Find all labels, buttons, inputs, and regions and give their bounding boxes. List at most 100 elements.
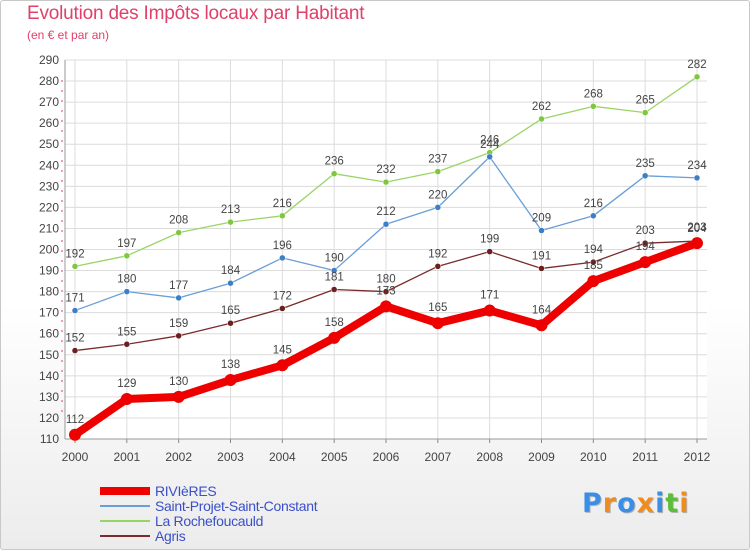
y-tick-label: 190 (39, 264, 59, 278)
data-label-saint-projet-saint-constant: 244 (480, 139, 500, 151)
y-tick-label: 290 (39, 53, 59, 67)
data-label-rivi-res: 171 (480, 290, 499, 302)
x-tick-label: 2001 (113, 450, 140, 464)
data-label-agris: 199 (480, 234, 499, 246)
data-point-agris (382, 288, 390, 295)
legend-swatch-la-rochefoucauld (100, 520, 150, 522)
data-point-rivi-res (172, 390, 185, 403)
data-label-saint-projet-saint-constant: 184 (221, 265, 241, 277)
data-point-agris (434, 263, 442, 270)
data-label-agris: 203 (636, 225, 655, 237)
y-tick-label: 180 (39, 285, 59, 299)
data-label-agris: 192 (428, 248, 447, 260)
legend-swatch-saint-projet (100, 505, 150, 507)
data-point-saint-projet-saint-constant (434, 204, 442, 211)
data-label-rivi-res: 194 (636, 241, 656, 253)
logo-letter-2: o (617, 488, 637, 519)
data-point-la-rochefoucauld (123, 252, 131, 260)
data-point-la-rochefoucauld (71, 263, 79, 270)
data-point-agris (279, 305, 286, 312)
data-label-saint-projet-saint-constant: 180 (117, 274, 136, 286)
y-tick-label: 280 (39, 74, 59, 88)
data-label-agris: 172 (273, 290, 292, 302)
logo-letter-0: P (582, 488, 603, 519)
data-label-la-rochefoucauld: 262 (532, 101, 551, 113)
x-tick-label: 2011 (632, 450, 658, 464)
y-tick-label: 110 (40, 432, 59, 446)
data-label-la-rochefoucauld: 236 (325, 156, 344, 168)
data-point-saint-projet-saint-constant (175, 294, 182, 302)
y-tick-label: 170 (39, 306, 59, 320)
data-label-rivi-res: 138 (221, 359, 240, 371)
data-label-la-rochefoucauld: 197 (117, 238, 136, 250)
data-label-agris: 181 (325, 272, 344, 284)
legend-label-saint-projet: Saint-Projet-Saint-Constant (155, 498, 318, 514)
x-tick-label: 2003 (217, 450, 244, 464)
data-label-saint-projet-saint-constant: 177 (169, 280, 188, 292)
data-label-agris: 155 (117, 326, 136, 338)
data-point-la-rochefoucauld (641, 109, 649, 116)
x-tick-label: 2009 (528, 450, 555, 464)
data-label-la-rochefoucauld: 246 (480, 135, 499, 147)
data-label-rivi-res: 158 (325, 317, 344, 329)
legend-label-la-rochefoucauld: La Rochefoucauld (155, 513, 264, 529)
data-point-saint-projet-saint-constant (382, 220, 390, 228)
y-tick-label: 250 (39, 137, 59, 151)
data-point-la-rochefoucauld (538, 115, 545, 123)
data-point-agris (330, 286, 338, 293)
data-point-rivi-res (587, 275, 600, 288)
data-point-la-rochefoucauld (330, 170, 338, 177)
logo-letter-3: x (636, 488, 656, 519)
data-label-rivi-res: 173 (376, 285, 395, 297)
data-point-saint-projet-saint-constant (279, 254, 286, 262)
data-point-la-rochefoucauld (279, 212, 286, 220)
data-label-la-rochefoucauld: 232 (376, 164, 395, 176)
data-point-saint-projet-saint-constant (71, 307, 79, 314)
data-point-saint-projet-saint-constant (538, 227, 545, 234)
proxiti-logo: Proxiti (582, 488, 690, 519)
data-point-la-rochefoucauld (175, 229, 182, 236)
data-point-saint-projet-saint-constant (641, 172, 649, 180)
data-label-saint-projet-saint-constant: 234 (687, 160, 707, 172)
data-label-saint-projet-saint-constant: 220 (428, 189, 447, 201)
data-label-saint-projet-saint-constant: 216 (584, 198, 603, 210)
y-tick-label: 200 (39, 243, 59, 257)
data-label-saint-projet-saint-constant: 212 (376, 206, 395, 218)
logo-letter-5: t (665, 488, 680, 519)
data-point-rivi-res (69, 428, 81, 441)
y-tick-label: 230 (39, 179, 59, 193)
data-label-la-rochefoucauld: 282 (687, 59, 706, 71)
data-point-agris (227, 319, 234, 327)
y-tick-label: 210 (39, 221, 59, 235)
x-tick-label: 2010 (580, 450, 607, 464)
y-tick-label: 260 (39, 116, 59, 130)
data-point-rivi-res (535, 319, 548, 332)
data-point-saint-projet-saint-constant (123, 288, 131, 295)
data-point-agris (71, 347, 79, 354)
data-label-la-rochefoucauld: 208 (169, 215, 188, 227)
logo-letter-4: i (655, 488, 666, 519)
data-label-la-rochefoucauld: 268 (584, 88, 603, 100)
data-label-agris: 204 (687, 223, 707, 235)
x-tick-label: 2000 (62, 450, 89, 464)
chart-subtitle: (en € et par an) (27, 28, 110, 42)
legend-label-rivieres: RIVIèRES (155, 483, 217, 499)
data-point-agris (486, 248, 493, 255)
data-label-rivi-res: 129 (117, 378, 136, 390)
data-label-la-rochefoucauld: 192 (65, 248, 84, 260)
x-tick-label: 2012 (684, 450, 711, 464)
data-point-agris (590, 258, 597, 266)
data-label-saint-projet-saint-constant: 190 (325, 253, 344, 265)
legend-swatch-rivieres (100, 487, 150, 495)
y-tick-label: 220 (39, 200, 59, 214)
x-tick-label: 2004 (269, 450, 296, 464)
data-point-agris (175, 332, 182, 340)
data-label-rivi-res: 145 (273, 344, 292, 356)
x-tick-label: 2007 (424, 450, 451, 464)
legend-label-agris: Agris (155, 528, 186, 544)
data-label-agris: 191 (532, 250, 551, 262)
data-point-rivi-res (483, 304, 496, 317)
data-point-rivi-res (639, 256, 652, 269)
y-tick-label: 120 (39, 411, 59, 425)
